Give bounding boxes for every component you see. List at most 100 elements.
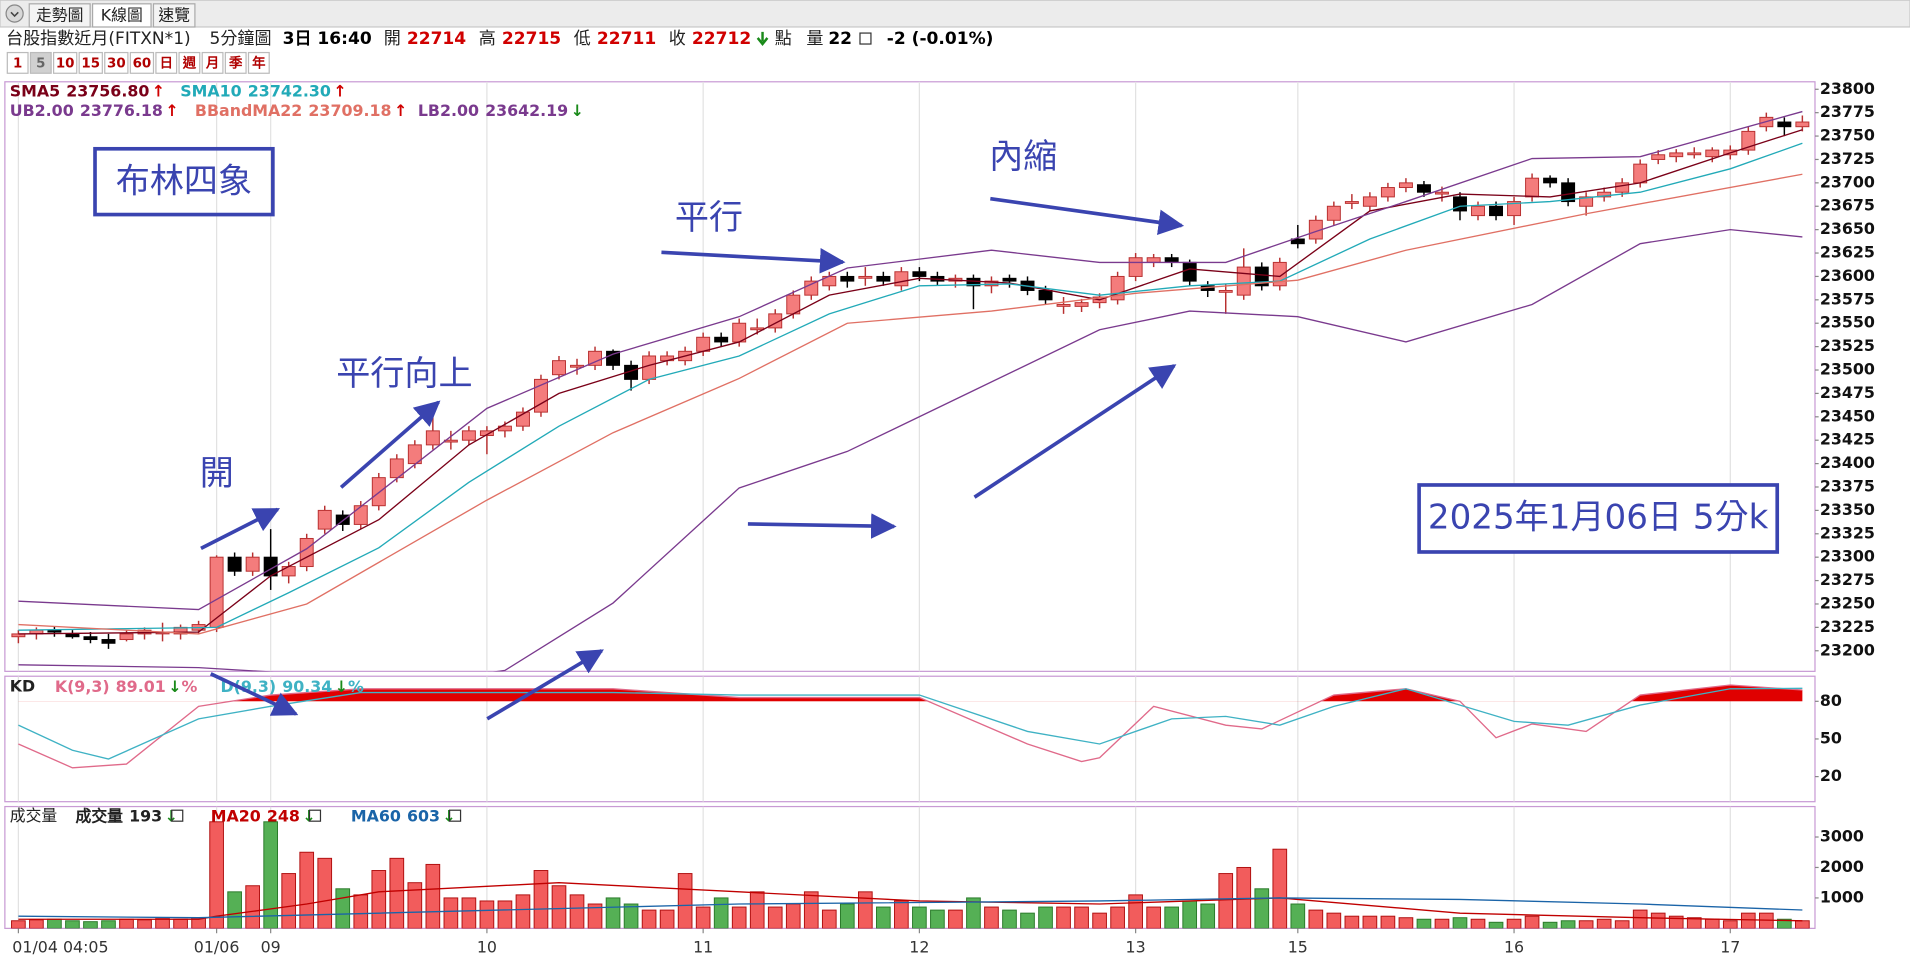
x-tick-label: 13: [1126, 937, 1146, 956]
indicator-line: [18, 129, 1803, 635]
annotation: 平行向上: [336, 354, 472, 394]
volume-bar: [1002, 909, 1017, 929]
trend-icon: ↑: [165, 101, 178, 120]
y-tick-label: 23700: [1820, 172, 1875, 191]
volume-bar: [912, 906, 927, 929]
arrow: [209, 672, 299, 716]
candle-body: [858, 275, 873, 279]
volume-bar: [1650, 912, 1666, 929]
annotations: 布林四象 開 平行向上 平行 內縮 2025年1月06日 5分k: [93, 137, 1780, 721]
volume-bar: [119, 918, 134, 929]
legend-value: 90.34: [282, 677, 332, 696]
candle-body: [1074, 302, 1089, 307]
y-tick-label: 23200: [1820, 640, 1875, 659]
legend-name: UB2.00: [10, 101, 74, 120]
y-tick-label: 23250: [1820, 593, 1875, 612]
volume-bar: [1506, 918, 1522, 929]
period-button[interactable]: [129, 51, 155, 74]
period-label: 月: [205, 56, 219, 72]
square-icon: [859, 32, 872, 45]
candle-body: [317, 509, 332, 530]
volume-bar: [1380, 915, 1396, 929]
volume-bar: [443, 897, 459, 929]
candle-body: [1525, 177, 1540, 198]
y-tick-label: 23600: [1820, 266, 1875, 285]
quote-label: 低: [574, 29, 591, 49]
y-tick-label: 23475: [1820, 383, 1875, 402]
volume-bar: [1164, 906, 1180, 929]
candle-body: [1471, 205, 1485, 217]
candle-body: [1561, 182, 1576, 203]
legend-entry: LB2.00 23642.19 ↓: [418, 101, 584, 120]
candle-body: [1453, 196, 1467, 212]
period-button[interactable]: [247, 51, 270, 74]
y-tick-label: 23275: [1820, 570, 1875, 589]
volume-bar: [623, 903, 639, 929]
volume-bar: [551, 885, 567, 929]
volume-bar: [930, 909, 945, 929]
legend-value: 23709.18: [308, 101, 391, 120]
period-label: 週: [182, 55, 197, 72]
volume-bar: [209, 821, 224, 929]
period-button[interactable]: [224, 51, 247, 74]
volume-bar: [263, 821, 279, 929]
candle-body: [552, 360, 566, 376]
y-tick-label: 23775: [1820, 102, 1875, 121]
x-tick-label: 12: [909, 937, 929, 956]
period-label: 5: [36, 57, 45, 72]
candle-body: [1615, 182, 1630, 193]
arrow: [747, 513, 897, 539]
period-button[interactable]: [155, 51, 178, 74]
y-tick-label: 23400: [1820, 453, 1875, 472]
period-button[interactable]: [78, 51, 103, 74]
volume-bar: [479, 900, 495, 929]
volume-bar: [1092, 912, 1107, 929]
y-tick-label: 23575: [1820, 289, 1875, 308]
tab[interactable]: [91, 3, 152, 28]
period-button[interactable]: [29, 51, 52, 74]
tab-label: K線圖: [101, 6, 143, 25]
trend-icon: ↓: [168, 677, 181, 696]
tab[interactable]: [28, 3, 91, 28]
y-tick-label: 23300: [1820, 547, 1875, 566]
volume-bar: [29, 919, 44, 929]
volume-bar: [821, 909, 837, 929]
legend-entry: BBandMA22 23709.18 ↑: [195, 101, 407, 120]
candle-body: [1705, 149, 1720, 158]
tab-label: 速覽: [158, 6, 190, 25]
candle-body: [1380, 187, 1395, 198]
candle-body: [1128, 257, 1143, 277]
arrow: [990, 196, 1185, 235]
period-button[interactable]: [201, 51, 224, 74]
period-button[interactable]: [6, 51, 29, 74]
volume-bar: [713, 897, 729, 929]
down-arrow-icon: [756, 31, 769, 46]
x-tick-label: 16: [1504, 937, 1524, 956]
indicator-line: [18, 142, 1803, 631]
volume-bar: [695, 906, 711, 929]
volume-bar: [677, 873, 693, 929]
period-button[interactable]: [104, 51, 129, 74]
candle-body: [894, 271, 909, 287]
candle-body: [1326, 205, 1341, 221]
candle-body: [840, 275, 855, 282]
menu-button[interactable]: [5, 4, 24, 23]
y-tick-label: 23550: [1820, 313, 1875, 332]
period-button[interactable]: [178, 51, 201, 74]
volume-value: 22: [828, 29, 852, 49]
volume-bar: [984, 906, 999, 929]
tab[interactable]: [152, 3, 196, 28]
quote-label: 開: [384, 29, 401, 49]
volume-bar: [335, 888, 351, 929]
volume-bar: [948, 909, 963, 929]
y-tick-label: 23750: [1820, 126, 1875, 145]
volume-bar: [1740, 912, 1756, 929]
volume-bar: [1777, 918, 1792, 929]
candle-body: [461, 430, 476, 441]
period-button[interactable]: [52, 51, 78, 74]
legend-name: MA60: [351, 806, 401, 825]
trend-icon: ↑: [394, 101, 407, 120]
legend-entry: 成交量 193 ↓: [76, 806, 178, 825]
candle-body: [1002, 277, 1017, 282]
volume-bar: [749, 891, 765, 929]
